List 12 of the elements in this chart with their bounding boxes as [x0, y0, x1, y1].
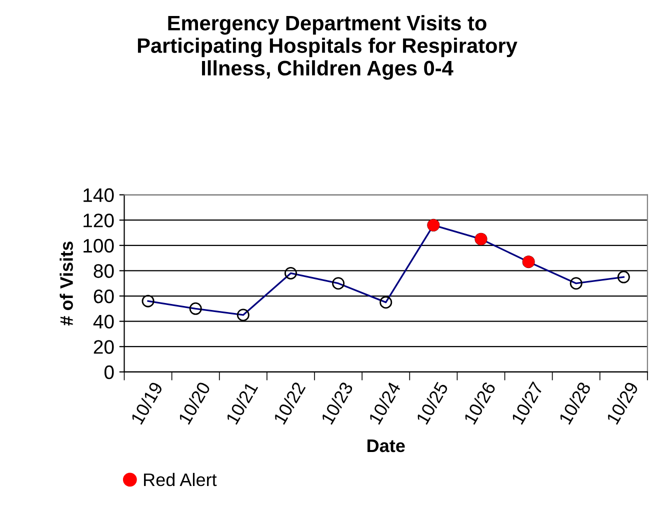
- y-tick-label: 0: [104, 365, 114, 380]
- x-axis-title: Date: [368, 440, 405, 452]
- y-tick-label: 100: [84, 238, 114, 253]
- legend-label: Red Alert: [144, 472, 217, 486]
- chart-title: Emergency Department Visits to Participating Hospitals for Respiratory Illness, Children Ages 0-4: [138, 15, 518, 80]
- y-tick-label: 120: [84, 214, 114, 228]
- y-tick-label: 80: [94, 264, 114, 278]
- y-tick-label: 20: [94, 340, 114, 354]
- y-tick-label: 60: [94, 289, 114, 304]
- y-axis-title: # of Visits: [60, 242, 73, 326]
- y-tick-label: 140: [84, 188, 114, 202]
- y-tick-label: 40: [93, 314, 114, 329]
